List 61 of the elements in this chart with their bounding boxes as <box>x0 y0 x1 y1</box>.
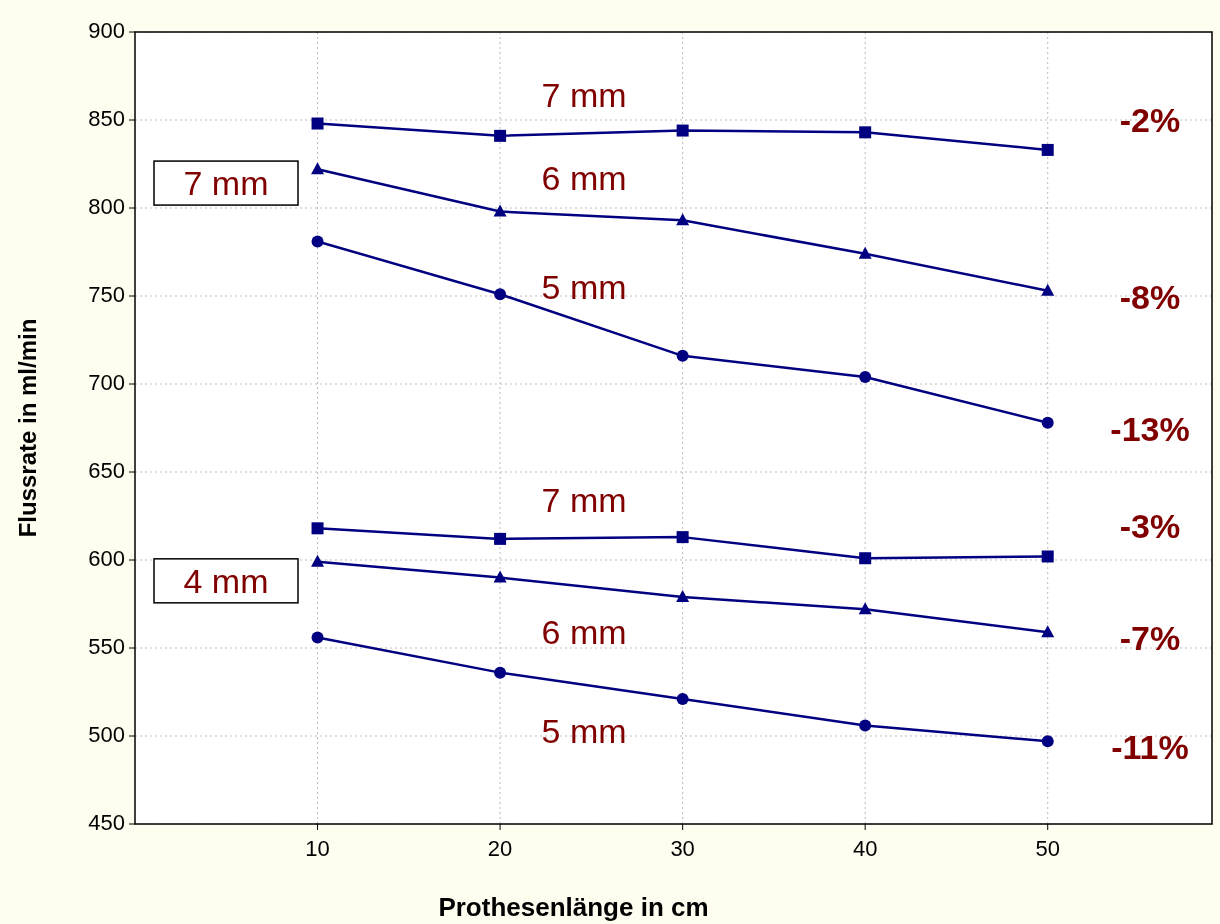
y-tick-label: 650 <box>88 457 125 483</box>
y-tick-label: 900 <box>88 17 125 43</box>
point <box>676 213 690 226</box>
point <box>494 666 507 679</box>
y-tick-label: 800 <box>88 193 125 219</box>
y-tick-label: 700 <box>88 369 125 395</box>
y-tick-label: 550 <box>88 633 125 659</box>
point <box>1041 735 1054 748</box>
point <box>494 288 507 301</box>
point <box>311 162 325 175</box>
annotation: 7 mm <box>183 164 269 203</box>
series-label: 6 mm <box>541 158 627 197</box>
y-tick-label: 500 <box>88 721 125 747</box>
y-axis-title: Flussrate in ml/min <box>14 318 41 538</box>
point <box>1041 283 1055 296</box>
annotation: 4 mm <box>183 561 269 600</box>
y-tick-label: 600 <box>88 545 125 571</box>
y-tick-label: 850 <box>88 105 125 131</box>
point <box>311 235 324 248</box>
x-tick-label: 30 <box>670 836 695 861</box>
point <box>493 570 507 583</box>
annotation: -11% <box>1111 728 1189 767</box>
point <box>859 552 872 565</box>
annotation: -13% <box>1110 409 1190 448</box>
point <box>1041 416 1054 429</box>
x-tick-label: 10 <box>305 836 330 861</box>
point <box>676 531 689 544</box>
series-label: 5 mm <box>541 268 627 307</box>
point <box>494 532 507 545</box>
series-label: 7 mm <box>541 481 627 519</box>
point <box>859 126 872 139</box>
point <box>858 602 872 615</box>
point <box>676 349 689 362</box>
point <box>676 693 689 706</box>
annotation: -7% <box>1119 619 1181 658</box>
series-label: 6 mm <box>541 613 627 652</box>
annotation: -3% <box>1119 507 1181 546</box>
point <box>859 370 872 383</box>
point <box>1041 143 1054 156</box>
series-label: 5 mm <box>541 711 627 750</box>
x-tick-label: 20 <box>487 836 513 861</box>
annotation: -8% <box>1119 277 1181 316</box>
point <box>311 522 324 535</box>
y-tick-label: 450 <box>88 809 125 835</box>
point <box>493 204 507 217</box>
annotation: -2% <box>1119 100 1181 139</box>
x-tick-label: 50 <box>1035 836 1060 861</box>
x-tick-label: 40 <box>852 836 878 861</box>
point <box>858 246 872 259</box>
point <box>676 124 689 137</box>
point <box>311 554 325 567</box>
point <box>311 117 324 130</box>
x-axis-title: Prothesenlänge in cm <box>438 892 709 922</box>
point <box>494 129 507 142</box>
point <box>311 631 324 644</box>
point <box>1041 625 1055 638</box>
series-label: 7 mm <box>541 76 627 115</box>
point <box>676 589 690 602</box>
point <box>1041 550 1054 563</box>
y-tick-label: 750 <box>88 281 125 307</box>
point <box>859 719 872 732</box>
